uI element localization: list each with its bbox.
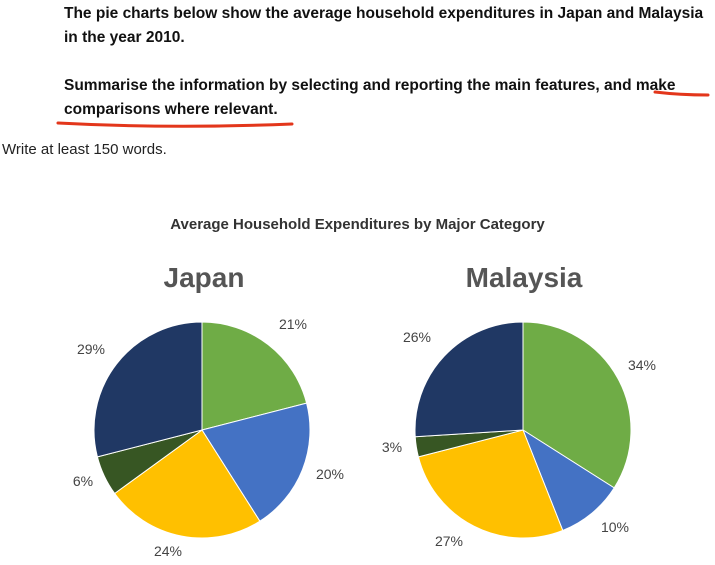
task-paragraph-1: The pie charts below show the average ho… bbox=[64, 5, 704, 46]
malaysia-slice-label-5: 26% bbox=[403, 329, 431, 345]
japan-slice-label-2: 20% bbox=[316, 466, 344, 482]
japan-slice-label-5: 29% bbox=[77, 341, 105, 357]
japan-slice-label-3: 24% bbox=[154, 543, 182, 559]
japan-slice-2 bbox=[201, 402, 311, 522]
japan-pie: 21% 20% 24% 6% 29% bbox=[73, 316, 344, 559]
japan-slice-3 bbox=[113, 429, 261, 539]
task-paragraph-2: Summarise the information by selecting a… bbox=[64, 77, 676, 118]
japan-slice-1 bbox=[201, 321, 308, 431]
japan-slice-label-4: 6% bbox=[73, 473, 93, 489]
malaysia-chart-title: Malaysia bbox=[465, 262, 583, 293]
chart-title: Average Household Expenditures by Major … bbox=[170, 216, 545, 233]
word-count-instruction: Write at least 150 words. bbox=[2, 141, 167, 158]
malaysia-slice-label-1: 34% bbox=[628, 357, 656, 373]
malaysia-slice-label-3: 27% bbox=[435, 533, 463, 549]
malaysia-slice-label-4: 3% bbox=[382, 439, 402, 455]
malaysia-slice-1 bbox=[522, 321, 632, 489]
malaysia-slice-label-2: 10% bbox=[601, 519, 629, 535]
japan-chart-title: Japan bbox=[163, 262, 245, 293]
japan-slice-label-1: 21% bbox=[279, 316, 307, 332]
malaysia-pie: 34% 10% 27% 3% 26% bbox=[382, 321, 656, 549]
japan-slice-5 bbox=[93, 321, 203, 458]
malaysia-slice-5 bbox=[414, 321, 524, 438]
malaysia-slice-3 bbox=[417, 429, 564, 539]
